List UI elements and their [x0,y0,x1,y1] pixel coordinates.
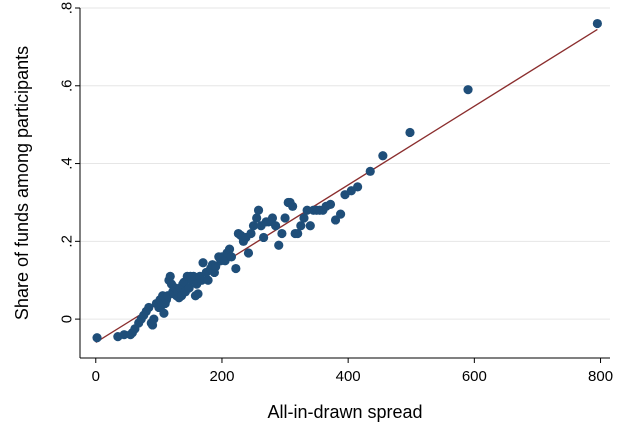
scatter-point [592,18,602,29]
x-axis-title: All-in-drawn spread [267,402,422,422]
scatter-point [299,213,309,223]
scatter-point [305,221,315,231]
scatter-point [246,228,256,239]
scatter-point [149,314,159,324]
grid-lines [80,7,610,320]
x-tick-label: 600 [462,368,487,385]
y-tick-label: 0 [58,315,75,323]
x-tick-label: 400 [336,368,361,385]
scatter-point [267,213,278,223]
scatter-point [296,221,306,231]
scatter-point [353,182,363,192]
scatter-point [270,221,281,231]
y-tick-label: .2 [58,235,75,248]
scatter-point [231,263,241,274]
scatter-point [243,248,254,258]
scatter-point [144,302,154,313]
scatter-point [405,127,415,138]
data-points [92,18,602,343]
y-tick-label: .6 [58,80,75,93]
y-tick-label: .4 [58,157,75,170]
scatter-point [302,205,312,215]
scatter-point [252,213,262,223]
scatter-point [159,308,169,318]
scatter-point [365,166,375,176]
x-tick-label: 0 [92,368,100,385]
scatter-point [288,201,298,211]
scatter-point [188,271,199,281]
x-tick-label: 200 [209,368,234,385]
scatter-point [274,240,284,250]
scatter-point [293,228,303,239]
scatter-point [224,244,235,254]
scatter-point [325,199,336,209]
scatter-point [378,151,388,161]
scatter-point [463,85,473,95]
scatter-point [165,271,175,281]
scatter-point [203,275,213,285]
scatter-point [335,209,346,219]
x-tick-label: 800 [588,368,613,385]
scatter-point [184,283,194,293]
scatter-point [259,232,269,243]
y-tick-label: .8 [58,2,75,15]
scatter-point [253,205,264,215]
axes: 0 .2 .4 .6 .8 0 200 400 600 800 [58,2,613,385]
scatter-point [119,330,129,340]
scatter-point [277,228,287,239]
scatter-point [198,258,208,268]
scatter-point [226,252,237,262]
scatter-point [248,221,259,231]
scatter-point [92,333,102,343]
y-axis-title: Share of funds among participants [12,46,32,320]
scatter-point [280,213,290,223]
scatter-point [197,275,207,285]
scatter-point [193,289,203,299]
